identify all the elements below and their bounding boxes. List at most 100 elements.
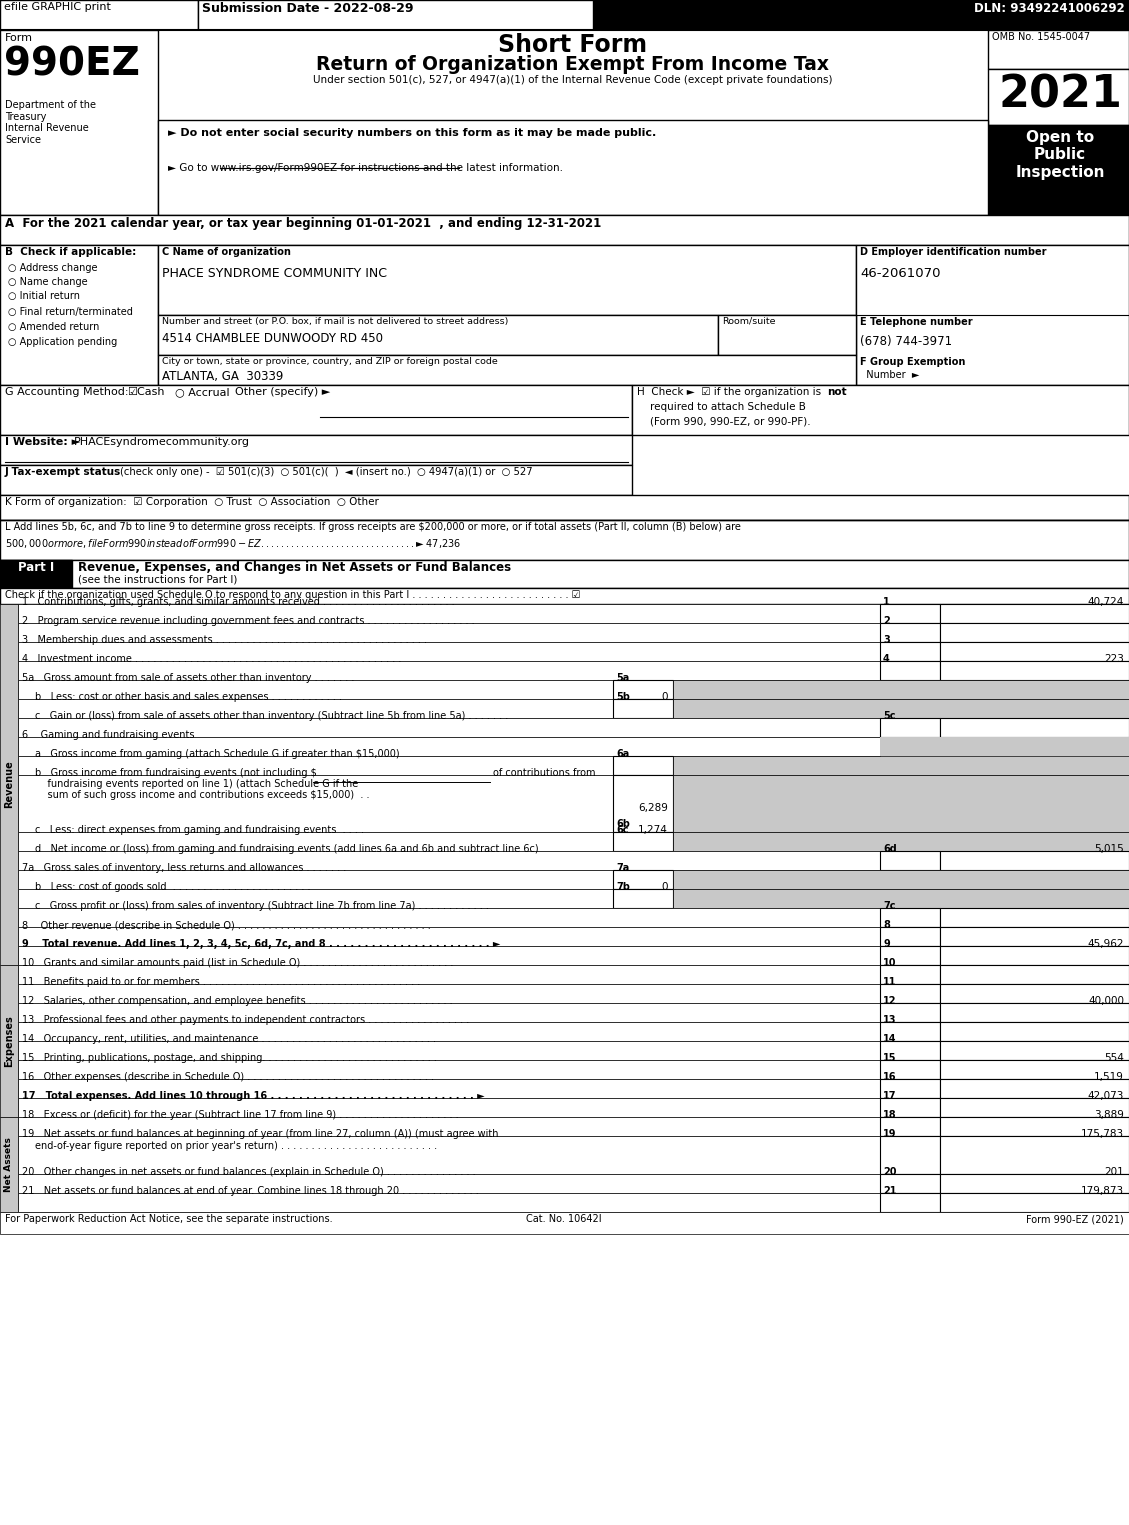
- Text: B  Check if applicable:: B Check if applicable:: [5, 247, 137, 258]
- Text: 6b: 6b: [616, 819, 630, 830]
- Text: Department of the
Treasury
Internal Revenue
Service: Department of the Treasury Internal Reve…: [5, 101, 96, 145]
- Bar: [0, 560, 1129, 589]
- Bar: [879, 604, 940, 624]
- Text: 17   Total expenses. Add lines 10 through 16 . . . . . . . . . . . . . . . . . .: 17 Total expenses. Add lines 10 through …: [21, 1090, 484, 1101]
- Bar: [673, 698, 1129, 718]
- Bar: [18, 642, 879, 660]
- Bar: [879, 660, 940, 680]
- Bar: [0, 384, 632, 435]
- Text: 21   Net assets or fund balances at end of year. Combine lines 18 through 20 . .: 21 Net assets or fund balances at end of…: [21, 1186, 479, 1196]
- Bar: [940, 1042, 1129, 1060]
- Text: 18   Excess or (deficit) for the year (Subtract line 17 from line 9) . . . . . .: 18 Excess or (deficit) for the year (Sub…: [21, 1110, 458, 1119]
- Text: E Telephone number: E Telephone number: [860, 317, 972, 326]
- Bar: [940, 946, 1129, 965]
- Text: 11: 11: [883, 978, 896, 987]
- Text: 4514 CHAMBLEE DUNWOODY RD 450: 4514 CHAMBLEE DUNWOODY RD 450: [161, 332, 383, 345]
- Text: ○ Final return/terminated: ○ Final return/terminated: [8, 307, 133, 317]
- Text: Revenue, Expenses, and Changes in Net Assets or Fund Balances: Revenue, Expenses, and Changes in Net As…: [78, 561, 511, 573]
- Text: 12: 12: [883, 996, 896, 1006]
- Text: 18: 18: [883, 1110, 896, 1119]
- Bar: [18, 869, 613, 889]
- Text: 9: 9: [883, 939, 890, 949]
- Text: 554: 554: [1104, 1052, 1124, 1063]
- Text: (see the instructions for Part I): (see the instructions for Part I): [78, 575, 237, 586]
- Bar: [18, 1022, 879, 1042]
- Text: 8: 8: [883, 920, 890, 930]
- Text: G Accounting Method:: G Accounting Method:: [5, 387, 129, 397]
- Text: 5c: 5c: [883, 711, 895, 721]
- Bar: [0, 1212, 1129, 1234]
- Text: 175,783: 175,783: [1080, 1128, 1124, 1139]
- Text: 6a: 6a: [616, 749, 629, 759]
- Text: 10   Grants and similar amounts paid (list in Schedule O) . . . . . . . . . . . : 10 Grants and similar amounts paid (list…: [21, 958, 454, 968]
- Bar: [940, 1022, 1129, 1042]
- Bar: [613, 756, 673, 775]
- Bar: [18, 1003, 879, 1022]
- Bar: [0, 560, 72, 589]
- Text: Form: Form: [5, 34, 33, 43]
- Text: 6c: 6c: [616, 825, 629, 836]
- Bar: [940, 1003, 1129, 1022]
- Text: ○ Accrual: ○ Accrual: [175, 387, 229, 397]
- Bar: [940, 927, 1129, 946]
- Bar: [879, 1098, 940, 1116]
- Text: 7a   Gross sales of inventory, less returns and allowances . . . . . . .: 7a Gross sales of inventory, less return…: [21, 863, 347, 872]
- Bar: [940, 642, 1129, 660]
- Bar: [18, 1080, 879, 1098]
- Text: 46-2061070: 46-2061070: [860, 267, 940, 281]
- Bar: [879, 737, 1129, 756]
- Bar: [18, 851, 879, 869]
- Text: 9    Total revenue. Add lines 1, 2, 3, 4, 5c, 6d, 7c, and 8 . . . . . . . . . . : 9 Total revenue. Add lines 1, 2, 3, 4, 5…: [21, 939, 500, 949]
- Text: ☑Cash: ☑Cash: [126, 387, 165, 397]
- Text: ○ Application pending: ○ Application pending: [8, 337, 117, 348]
- Bar: [18, 1116, 879, 1136]
- Text: 40,000: 40,000: [1088, 996, 1124, 1006]
- Bar: [158, 316, 718, 355]
- Text: 5,015: 5,015: [1094, 843, 1124, 854]
- Bar: [879, 1042, 940, 1060]
- Bar: [673, 775, 1129, 833]
- Text: 4: 4: [883, 654, 890, 663]
- Text: Under section 501(c), 527, or 4947(a)(1) of the Internal Revenue Code (except pr: Under section 501(c), 527, or 4947(a)(1)…: [313, 75, 833, 85]
- Bar: [940, 1060, 1129, 1080]
- Text: ATLANTA, GA  30339: ATLANTA, GA 30339: [161, 371, 283, 383]
- Bar: [879, 1193, 940, 1212]
- Text: 2021: 2021: [998, 73, 1122, 116]
- Bar: [18, 1174, 879, 1193]
- Text: ► Go to www.irs.gov/Form990EZ for instructions and the latest information.: ► Go to www.irs.gov/Form990EZ for instru…: [168, 163, 563, 172]
- Text: 19: 19: [883, 1128, 896, 1139]
- Bar: [856, 246, 1129, 384]
- Bar: [18, 833, 613, 851]
- Bar: [158, 355, 856, 384]
- Bar: [879, 1060, 940, 1080]
- Text: Open to
Public
Inspection: Open to Public Inspection: [1015, 130, 1105, 180]
- Bar: [879, 965, 940, 984]
- Bar: [0, 520, 1129, 560]
- Bar: [0, 246, 158, 384]
- Text: 5a   Gross amount from sale of assets other than inventory . . . . . . .: 5a Gross amount from sale of assets othe…: [21, 673, 355, 683]
- Bar: [673, 680, 1129, 698]
- Bar: [988, 69, 1129, 125]
- Bar: [940, 851, 1129, 869]
- Bar: [940, 1080, 1129, 1098]
- Bar: [988, 30, 1129, 69]
- Bar: [18, 907, 879, 927]
- Bar: [18, 756, 613, 775]
- Text: 19   Net assets or fund balances at beginning of year (from line 27, column (A)): 19 Net assets or fund balances at beginn…: [21, 1128, 499, 1139]
- Text: Revenue: Revenue: [5, 761, 14, 808]
- Text: Check if the organization used Schedule O to respond to any question in this Par: Check if the organization used Schedule …: [5, 590, 580, 599]
- Text: c   Less: direct expenses from gaming and fundraising events  . . . .: c Less: direct expenses from gaming and …: [35, 825, 364, 836]
- Text: PHACEsyndromecommunity.org: PHACEsyndromecommunity.org: [75, 438, 250, 447]
- Bar: [18, 604, 879, 624]
- Bar: [18, 737, 879, 756]
- Text: 6d: 6d: [883, 843, 896, 854]
- Text: 1   Contributions, gifts, grants, and similar amounts received . . . . . . . . .: 1 Contributions, gifts, grants, and simi…: [21, 596, 455, 607]
- Text: Other (specify) ►: Other (specify) ►: [235, 387, 331, 397]
- Bar: [879, 1022, 940, 1042]
- Bar: [18, 1136, 879, 1174]
- Text: 42,073: 42,073: [1087, 1090, 1124, 1101]
- Text: b   Less: cost of goods sold  . . . . . . . . . . . . . . . . . . . . . . .: b Less: cost of goods sold . . . . . . .…: [35, 881, 310, 892]
- Text: F Group Exemption: F Group Exemption: [860, 357, 965, 368]
- Bar: [0, 0, 1129, 30]
- Bar: [940, 660, 1129, 680]
